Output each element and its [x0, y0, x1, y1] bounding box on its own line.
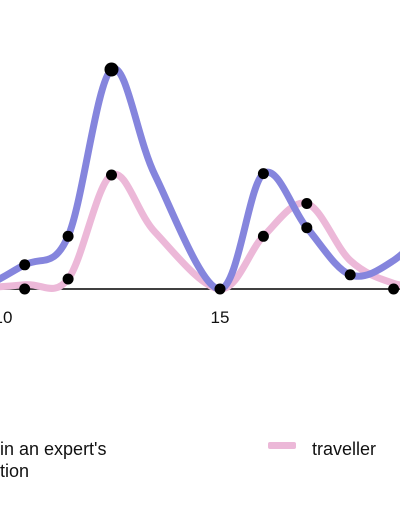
legend-swatch-2	[268, 442, 296, 449]
data-point-marker	[104, 62, 119, 77]
data-point-marker	[257, 230, 269, 242]
data-point-marker	[62, 230, 74, 242]
data-point-marker	[301, 198, 313, 209]
data-point-marker	[344, 269, 356, 281]
series-layer	[0, 65, 400, 293]
data-point-marker	[388, 283, 400, 295]
data-point-marker	[301, 222, 313, 234]
legend-label-2: traveller	[312, 439, 377, 459]
series-line-2	[0, 170, 400, 293]
data-point-marker	[19, 259, 31, 271]
data-point-marker	[19, 283, 31, 295]
legend-label-1: in an expert's tion	[0, 439, 107, 481]
x-tick-label: 10	[0, 308, 12, 327]
series-line-1	[0, 65, 400, 293]
data-point-marker	[106, 169, 117, 181]
data-point-marker	[214, 283, 226, 295]
data-point-marker	[257, 168, 269, 180]
x-tick-labels: 10 15	[0, 308, 229, 327]
data-point-marker	[62, 273, 74, 285]
x-tick-label: 15	[211, 308, 230, 327]
marker-layer	[19, 62, 400, 295]
